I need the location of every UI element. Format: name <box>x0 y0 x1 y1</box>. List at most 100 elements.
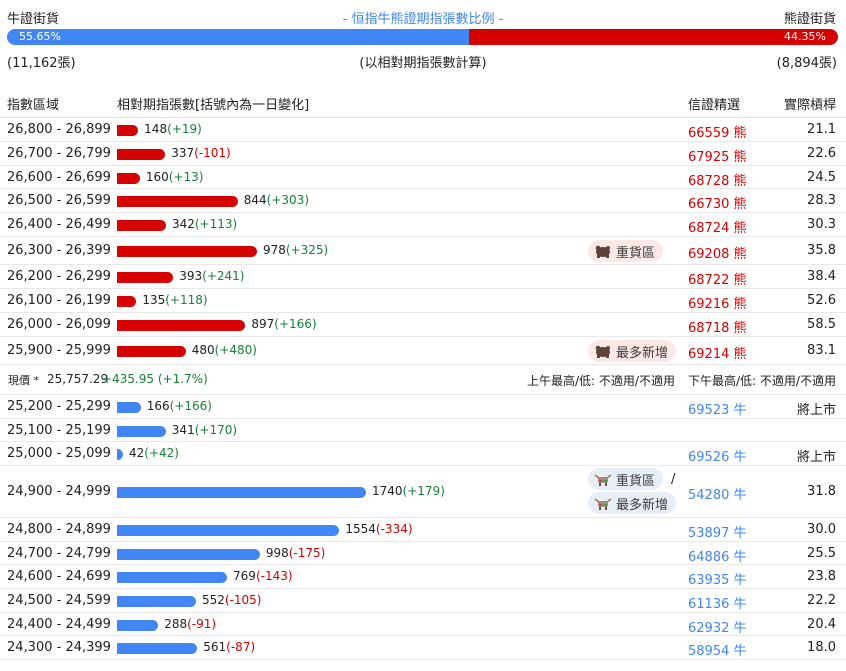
hot-zone-tag[interactable]: 最多新增 <box>588 340 677 362</box>
contract-change: (-101) <box>194 146 231 160</box>
bear-ratio-text: 44.35% <box>784 30 826 43</box>
contract-count: 998 <box>265 545 289 560</box>
warrant-code-link[interactable]: 68718 熊 <box>688 321 747 336</box>
range-label: 24,800 - 24,899 <box>7 522 111 537</box>
contract-change: (-105) <box>224 593 262 607</box>
warrant-code-link[interactable]: 68724 熊 <box>688 221 747 236</box>
count-row: (11,162張) (以相對期指張數計算) (8,894張) <box>0 52 846 71</box>
warrant-code-link[interactable]: 69214 熊 <box>688 347 747 362</box>
bull-contract-bar <box>117 525 340 536</box>
contract-count: 135 <box>142 293 166 307</box>
warrant-code-link[interactable]: 69208 熊 <box>688 247 747 262</box>
warrant-code-link[interactable]: 58954 牛 <box>688 644 747 659</box>
bear-contract-bar <box>117 272 174 283</box>
tag-separator: / <box>671 472 676 487</box>
warrant-code-link[interactable]: 54280 牛 <box>688 488 747 503</box>
bull-contract-bar <box>117 619 159 631</box>
leverage-value: 20.4 <box>807 616 836 632</box>
leverage-value: 38.4 <box>807 269 836 284</box>
warrant-code-link[interactable]: 53897 牛 <box>688 526 747 541</box>
bull-icon <box>594 474 612 486</box>
bull-contract-bar <box>117 425 166 437</box>
leverage-value: 25.5 <box>807 545 836 561</box>
range-label: 26,600 - 26,699 <box>7 169 111 185</box>
range-label: 24,400 - 24,499 <box>7 616 111 632</box>
warrant-code-link[interactable]: 61136 牛 <box>688 597 747 612</box>
range-label: 24,700 - 24,799 <box>7 545 111 561</box>
contract-value: 148(+19) <box>144 122 202 136</box>
contract-count: 393 <box>179 269 203 283</box>
contract-count: 552 <box>201 593 225 607</box>
bear-contract-bar <box>117 296 137 307</box>
range-label: 26,500 - 26,599 <box>7 193 111 208</box>
range-label: 26,300 - 26,399 <box>7 243 111 258</box>
bear-contract-bar <box>117 149 166 160</box>
hot-zone-tag[interactable]: 重貨區 <box>588 240 664 262</box>
contract-value: 135(+118) <box>142 293 207 307</box>
bear-table-row: 26,100 - 26,199 135(+118) 69216 熊 52.6 <box>0 289 846 313</box>
contract-count: 844 <box>243 193 267 207</box>
warrant-code-link[interactable]: 69526 牛 <box>688 450 747 465</box>
tag-label: 最多新增 <box>616 497 669 513</box>
bull-contract-bar <box>117 402 141 413</box>
col-leverage: 實際槓桿 <box>783 98 836 113</box>
contract-value: 978(+325) <box>263 243 328 257</box>
warrant-code-link[interactable]: 62932 牛 <box>688 620 747 636</box>
am-high-low: 上午最高/低: 不適用/不適用 <box>527 374 675 388</box>
leverage-value: 將上市 <box>796 450 836 465</box>
contract-value: 42(+42) <box>129 446 179 460</box>
contract-count: 148 <box>144 122 168 136</box>
warrant-code-link[interactable]: 63935 牛 <box>688 573 747 588</box>
warrant-code-link[interactable]: 68722 熊 <box>688 273 747 288</box>
contract-value: 337(-101) <box>171 146 231 160</box>
bull-table-row: 24,800 - 24,899 1554(-334) 53897 牛 30.0 <box>0 518 846 542</box>
contract-change: (+113) <box>194 217 238 231</box>
hot-zone-tag[interactable]: 重貨區 <box>588 468 664 490</box>
contract-change: (-91) <box>187 616 217 631</box>
bull-table-row: 24,500 - 24,599 552(-105) 61136 牛 22.2 <box>0 589 846 613</box>
bear-table-row: 26,000 - 26,099 897(+166) 68718 熊 58.5 <box>0 313 846 337</box>
warrant-code-link[interactable]: 64886 牛 <box>688 549 747 565</box>
contract-value: 552(-105) <box>202 593 262 607</box>
warrant-code-link[interactable]: 69216 熊 <box>688 297 747 312</box>
contract-change: (-87) <box>226 640 256 654</box>
calc-note: (以相對期指張數計算) <box>359 56 487 71</box>
contract-count: 561 <box>203 640 227 654</box>
bear-table-row: 26,600 - 26,699 160(+13) 68728 熊 24.5 <box>0 166 846 189</box>
contract-count: 1554 <box>345 522 376 536</box>
warrant-code-link[interactable]: 66559 熊 <box>688 126 747 141</box>
col-best-pick: 信證精選 <box>688 98 741 113</box>
contract-count: 337 <box>171 146 195 160</box>
warrant-code-link[interactable]: 69523 牛 <box>688 403 747 418</box>
contract-change: (+480) <box>214 343 257 357</box>
bear-contract-bar <box>117 125 139 136</box>
range-label: 26,800 - 26,899 <box>7 122 111 137</box>
bull-contract-bar <box>117 643 198 654</box>
contract-value: 342(+113) <box>172 217 237 231</box>
bull-contract-bar <box>117 487 366 498</box>
contract-value: 769(-143) <box>233 569 293 583</box>
contract-change: (+166) <box>169 399 212 413</box>
leverage-value: 35.8 <box>807 243 836 258</box>
warrant-code-link[interactable]: 67925 熊 <box>688 150 747 165</box>
range-label: 26,000 - 26,099 <box>7 317 111 332</box>
contract-count: 1740 <box>372 484 403 498</box>
range-label: 25,000 - 25,099 <box>7 446 111 461</box>
warrant-code-link[interactable]: 66730 熊 <box>688 197 747 212</box>
range-label: 25,900 - 25,999 <box>7 343 111 358</box>
contract-count: 42 <box>129 446 145 460</box>
warrant-code-link[interactable]: 68728 熊 <box>688 173 747 189</box>
leverage-value: 83.1 <box>807 343 836 358</box>
bear-table-row: 26,700 - 26,799 337(-101) 67925 熊 22.6 <box>0 142 846 166</box>
hot-zone-tag[interactable]: 最多新增 <box>588 492 677 514</box>
contract-value: 341(+170) <box>172 423 237 437</box>
contract-change: (+118) <box>165 293 208 307</box>
bear-table-row: 25,900 - 25,999 480(+480) 最多新增 69214 熊 83.1 <box>0 337 846 365</box>
contract-change: (+325) <box>285 243 329 257</box>
contract-value: 561(-87) <box>203 640 255 654</box>
contract-count: 480 <box>191 343 215 357</box>
leverage-value: 58.5 <box>807 317 836 332</box>
contract-value: 998(-175) <box>266 546 326 560</box>
bear-table-row: 26,300 - 26,399 978(+325) 重貨區 69208 熊 35.8 <box>0 237 846 265</box>
spot-label: 現價 * <box>8 374 39 387</box>
